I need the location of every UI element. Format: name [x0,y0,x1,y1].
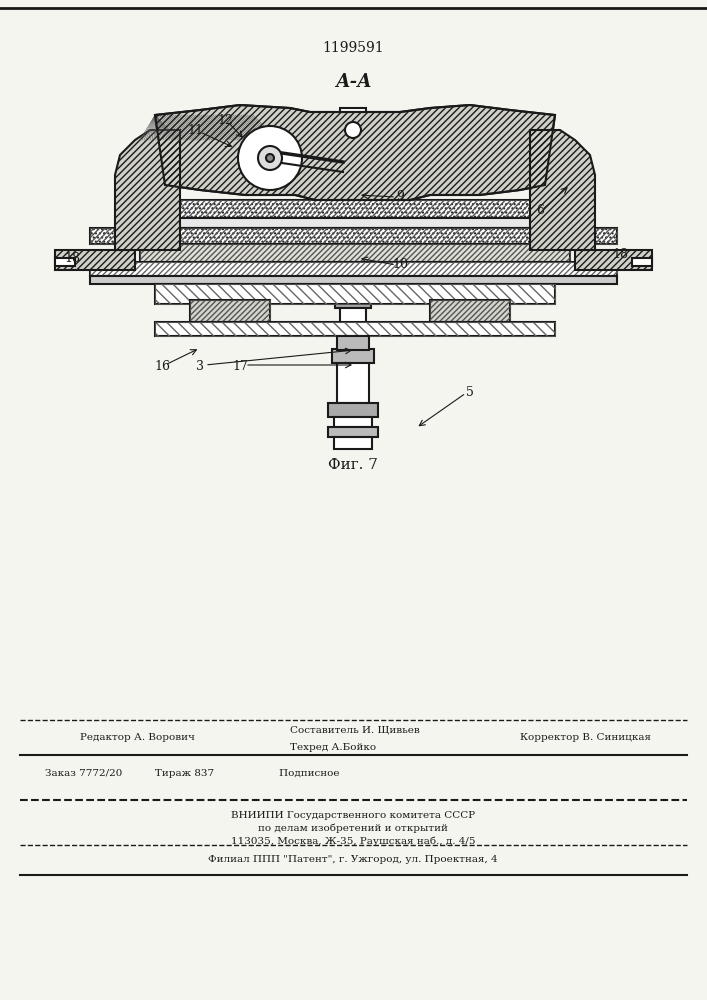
Text: 12: 12 [217,113,233,126]
Bar [337,363,369,403]
Text: Редактор А. Ворович: Редактор А. Ворович [80,734,195,742]
Circle shape [238,126,302,190]
Text: 18: 18 [64,251,80,264]
Bar [430,300,510,322]
Bar [155,322,555,336]
Text: Филиал ППП "Патент", г. Ужгород, ул. Проектная, 4: Филиал ППП "Патент", г. Ужгород, ул. Про… [208,856,498,864]
Bar [340,108,366,126]
Text: А-А: А-А [334,73,371,91]
Text: по делам изобретений и открытий: по делам изобретений и открытий [258,823,448,833]
Bar [332,349,374,363]
Text: 11: 11 [187,123,203,136]
Polygon shape [530,130,595,250]
Bar [55,258,75,266]
Bar [155,284,555,304]
Bar [334,417,372,427]
Bar [140,244,570,262]
Text: ВНИИПИ Государственного комитета СССР: ВНИИПИ Государственного комитета СССР [231,810,475,820]
Bar [343,134,363,234]
Bar [335,323,371,331]
Bar [155,284,555,304]
Text: 3: 3 [196,360,204,373]
Text: 16: 16 [154,360,170,373]
Text: Техред А.Бойко: Техред А.Бойко [290,744,376,752]
Bar [90,262,617,276]
Bar [335,298,371,308]
Text: 5: 5 [466,386,474,399]
Text: 1199591: 1199591 [322,41,384,55]
Text: 18: 18 [612,248,628,261]
Text: Корректор В. Синицкая: Корректор В. Синицкая [520,734,651,742]
Bar [343,248,363,298]
Bar [90,276,617,284]
Polygon shape [155,105,555,200]
Circle shape [345,122,361,138]
Bar [155,322,555,336]
Text: 17: 17 [232,360,248,373]
Bar [90,262,617,276]
Bar [130,200,580,218]
Bar [338,126,368,134]
Bar [340,331,366,349]
Bar [55,250,135,270]
Bar [340,308,366,323]
Bar [334,437,372,449]
Text: Составитель И. Щивьев: Составитель И. Щивьев [290,726,420,734]
Text: 10: 10 [392,258,408,271]
Bar [337,336,369,350]
Bar [632,258,652,266]
Bar [90,228,617,244]
Bar [328,403,378,417]
Bar [190,300,270,322]
Circle shape [266,154,274,162]
Bar [328,427,378,437]
Bar [90,228,617,244]
Text: Заказ 7772/20          Тираж 837                    Подписное: Заказ 7772/20 Тираж 837 Подписное [45,768,339,778]
Bar [130,200,580,218]
Bar [575,250,652,270]
Bar [190,300,270,322]
Text: 9: 9 [396,190,404,204]
Bar [430,300,510,322]
Polygon shape [115,130,180,250]
Bar [140,244,570,262]
Text: 113035, Москва, Ж-35, Раушская наб., д. 4/5: 113035, Москва, Ж-35, Раушская наб., д. … [230,836,475,846]
Text: 6: 6 [536,204,544,217]
Bar [140,218,570,228]
Bar [330,234,376,248]
Circle shape [258,146,282,170]
Text: Фиг. 7: Фиг. 7 [328,458,378,472]
